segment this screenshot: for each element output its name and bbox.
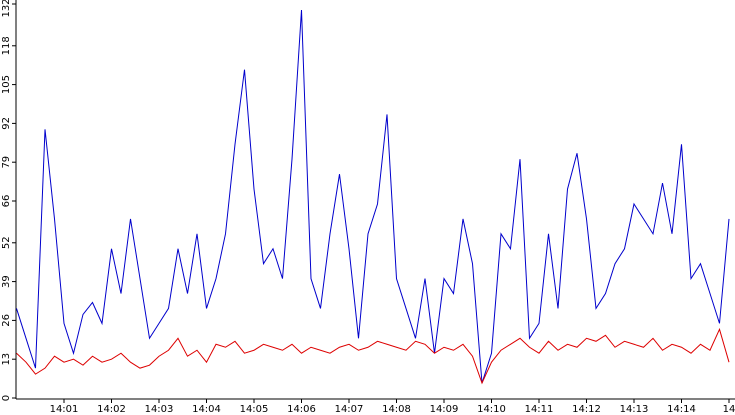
x-tick-label: 14:03 xyxy=(145,404,174,415)
x-tick-label: 14:09 xyxy=(430,404,459,415)
series-line xyxy=(16,327,730,385)
x-tick-label: 14:12 xyxy=(572,404,601,415)
y-tick-label: 79 xyxy=(1,156,12,169)
y-tick-label: 0 xyxy=(1,395,12,401)
y-tick-label: 105 xyxy=(1,75,12,94)
y-tick-label: 66 xyxy=(1,195,12,208)
x-tick-label: 14:01 xyxy=(50,404,79,415)
y-tick-label: 92 xyxy=(1,117,12,130)
x-tick-label: 14:11 xyxy=(525,404,554,415)
y-tick-label: 52 xyxy=(1,236,12,249)
series-line xyxy=(16,9,730,384)
y-tick-label: 13 xyxy=(1,353,12,366)
x-tick-label: 14:13 xyxy=(620,404,649,415)
x-tick-label: 14:02 xyxy=(97,404,126,415)
x-tick-label: 14:14 xyxy=(667,404,696,415)
x-tick-label: 14:06 xyxy=(287,404,316,415)
x-tick-label: 14:10 xyxy=(477,404,506,415)
y-tick-label: 39 xyxy=(1,275,12,288)
x-tick-label: 14:08 xyxy=(382,404,411,415)
x-tick-label: 14:04 xyxy=(192,404,221,415)
x-tick-label: 14:07 xyxy=(335,404,364,415)
y-tick-label: 118 xyxy=(1,36,12,55)
x-tick-label: 14:05 xyxy=(240,404,269,415)
y-tick-label: 132 xyxy=(1,0,12,18)
y-tick-label: 26 xyxy=(1,314,12,327)
x-tick-label: 14 xyxy=(723,404,735,415)
